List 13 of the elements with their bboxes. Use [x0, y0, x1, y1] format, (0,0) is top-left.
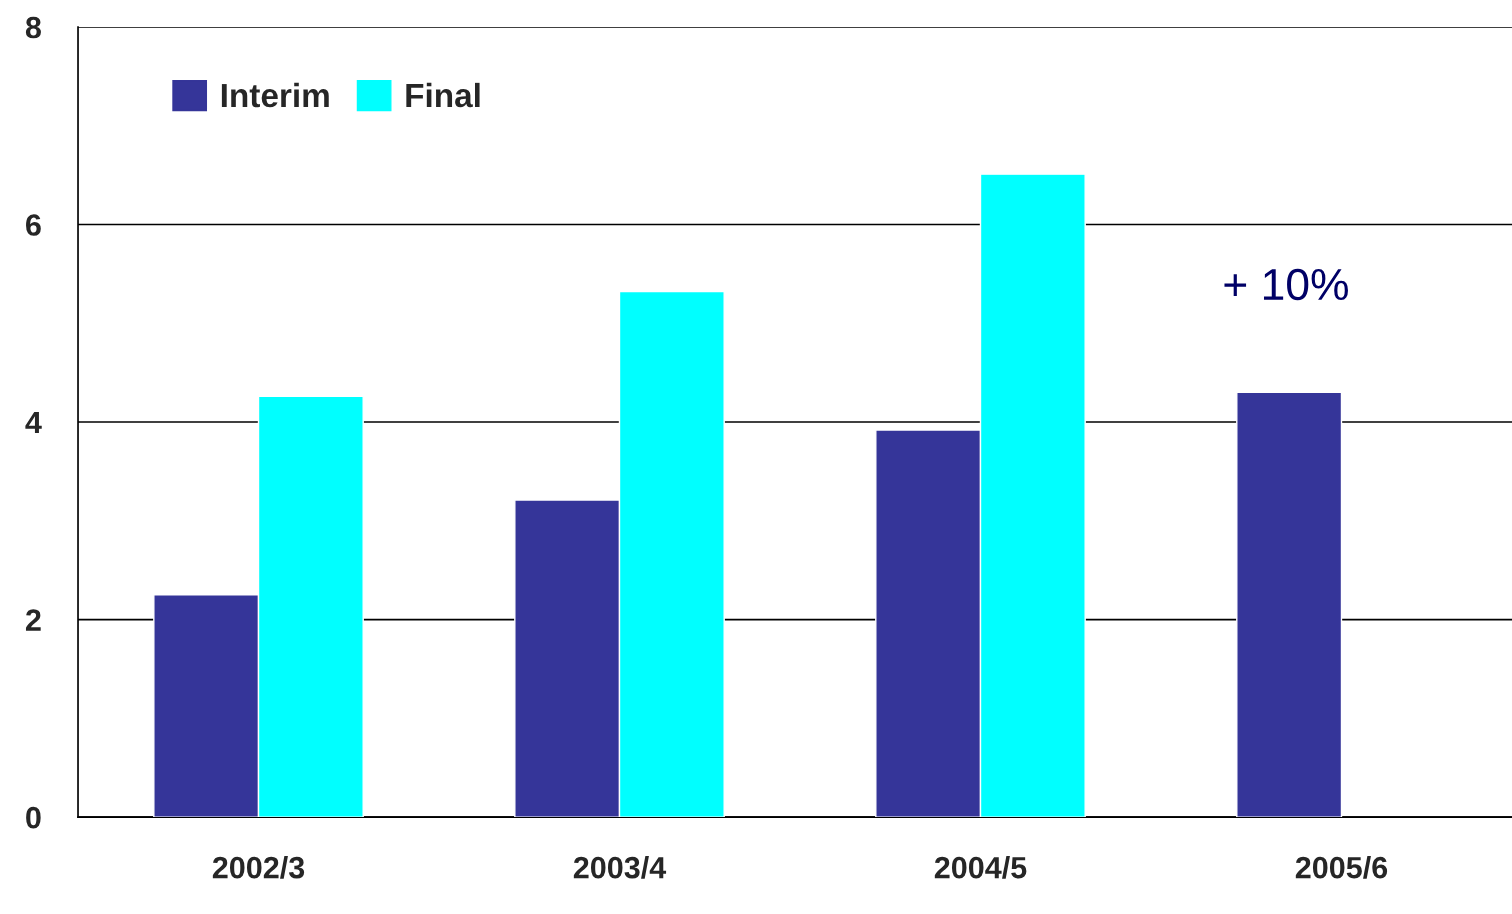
x-tick-label: 2004/5 — [934, 856, 1027, 879]
y-tick-label: 8 — [25, 16, 41, 39]
annotation: + 10% — [1224, 268, 1348, 301]
legend-label: Final — [406, 82, 480, 108]
x-tick-label: 2005/6 — [1295, 856, 1388, 879]
y-tick-label: 0 — [26, 806, 41, 829]
bar — [1236, 391, 1343, 818]
legend-label: Interim — [221, 82, 329, 108]
x-tick-label: 2002/3 — [212, 856, 305, 879]
y-tick-label: 6 — [26, 214, 41, 236]
x-tick-label: 2003/4 — [573, 856, 667, 879]
y-tick-label: 4 — [25, 412, 42, 434]
y-tick-label: 2 — [25, 609, 41, 631]
